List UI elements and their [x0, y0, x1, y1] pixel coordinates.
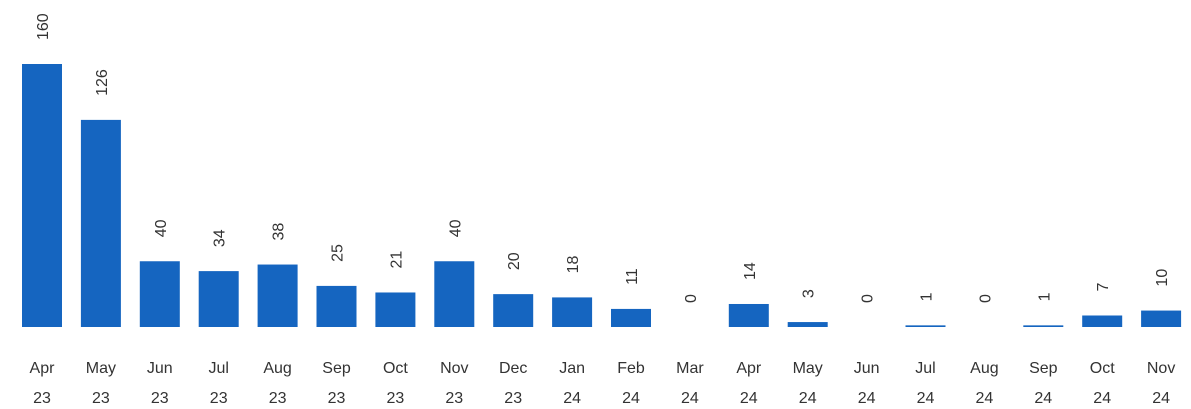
bar [139, 261, 180, 327]
x-tick-label: Jul 24 [915, 360, 935, 407]
bar [728, 303, 769, 327]
bar [1082, 315, 1123, 327]
x-tick-label: Aug 24 [970, 360, 998, 407]
data-label: 160 [35, 13, 52, 40]
x-tick-label: Feb 24 [617, 360, 645, 407]
data-label: 0 [977, 294, 994, 303]
bar [22, 64, 62, 327]
bar [80, 119, 121, 327]
data-label: 3 [801, 289, 818, 298]
x-tick-label: Sep 23 [322, 360, 351, 407]
bar [434, 261, 475, 327]
x-tick-label: Nov 24 [1147, 360, 1175, 407]
bar [316, 285, 357, 327]
x-tick-label: Aug 23 [263, 360, 291, 407]
x-tick-label: Dec 23 [499, 360, 527, 407]
data-label: 14 [742, 262, 759, 280]
bar [787, 322, 828, 327]
bar [198, 271, 239, 327]
x-tick-label: Mar 24 [676, 360, 704, 407]
data-label: 10 [1154, 269, 1171, 287]
x-tick-label: Sep 24 [1029, 360, 1058, 407]
data-label: 20 [506, 252, 523, 270]
data-label: 1 [1036, 292, 1053, 301]
x-tick-label: Jun 24 [854, 360, 880, 407]
bar [905, 325, 946, 327]
x-tick-label: Jan 24 [559, 360, 585, 407]
x-tick-label: Oct 24 [1090, 360, 1115, 407]
data-label: 0 [683, 294, 700, 303]
data-label: 11 [624, 268, 641, 285]
bar [375, 292, 416, 327]
bar [1141, 310, 1182, 327]
bar [611, 308, 651, 327]
data-label: 38 [271, 223, 288, 241]
data-label: 21 [388, 251, 405, 269]
bar [1023, 325, 1064, 327]
bar [493, 294, 534, 327]
x-tick-label: May 23 [86, 360, 116, 407]
data-label: 126 [94, 69, 111, 96]
data-label: 34 [212, 229, 229, 247]
x-tick-label: Jul 23 [208, 360, 228, 407]
bar [257, 264, 298, 327]
x-tick-label: Apr 24 [736, 360, 762, 407]
x-tick-label: Nov 23 [440, 360, 468, 407]
x-tick-label: Apr 23 [30, 360, 56, 407]
data-label: 18 [565, 256, 582, 274]
x-tick-label: Jun 23 [147, 360, 173, 407]
data-label: 40 [153, 219, 170, 237]
x-tick-label: May 24 [793, 360, 823, 407]
x-tick-label: Oct 23 [383, 360, 408, 407]
data-label: 40 [447, 219, 464, 237]
data-label: 0 [860, 294, 877, 303]
data-label: 7 [1095, 282, 1112, 291]
data-label: 1 [919, 292, 936, 301]
data-label: 25 [330, 244, 347, 262]
bar [552, 297, 593, 327]
